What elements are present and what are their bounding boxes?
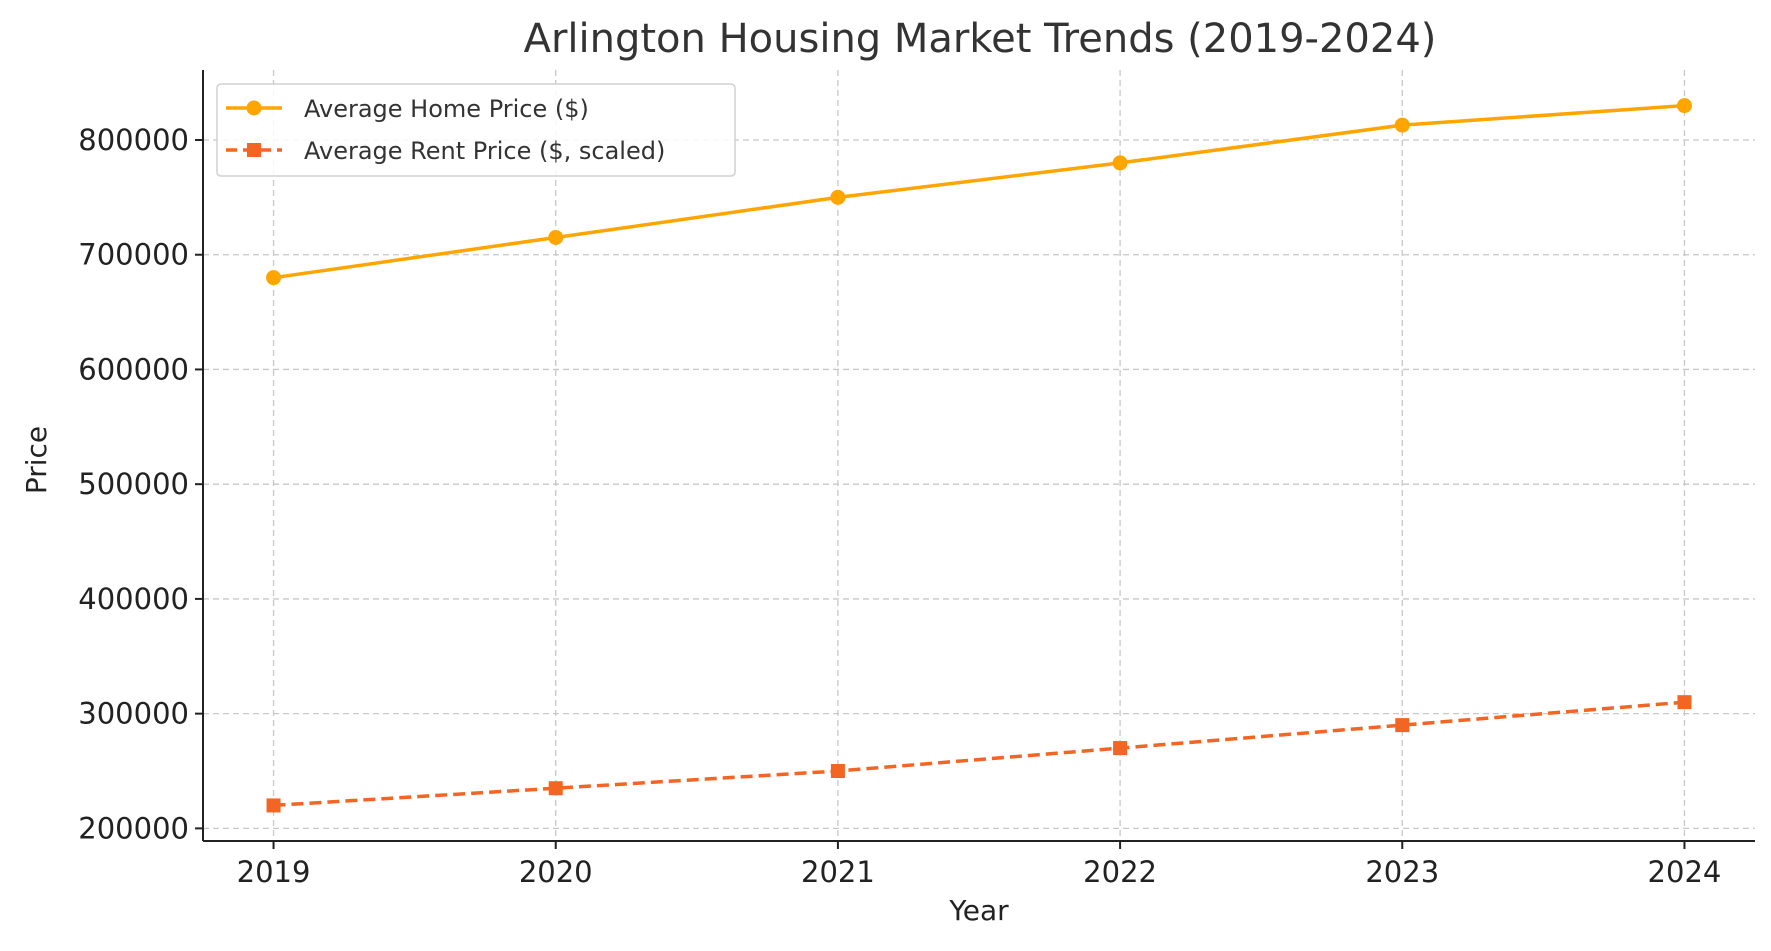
legend-home-label: Average Home Price ($) bbox=[304, 95, 589, 123]
data-point bbox=[548, 230, 564, 246]
data-point bbox=[1112, 155, 1128, 171]
y-tick-label: 700000 bbox=[78, 238, 189, 272]
data-point bbox=[548, 781, 563, 796]
series-line bbox=[273, 103, 1685, 280]
x-tick-label: 2024 bbox=[1648, 855, 1722, 889]
x-tick-label: 2019 bbox=[237, 855, 311, 889]
y-axis-label: Price bbox=[20, 426, 53, 494]
y-tick-label: 800000 bbox=[78, 123, 189, 157]
y-tick-label: 600000 bbox=[78, 352, 189, 386]
data-point bbox=[830, 764, 845, 779]
series-rent-price bbox=[266, 695, 1692, 813]
series-home-price bbox=[266, 98, 1692, 286]
series-line bbox=[273, 700, 1685, 808]
y-axis-ticks: 200000 300000 400000 500000 600000 700000 8000… bbox=[78, 123, 203, 845]
x-axis-label: Year bbox=[948, 894, 1009, 927]
legend: Average Home Price ($) Average Rent Pric… bbox=[216, 83, 736, 177]
x-tick-label: 2020 bbox=[519, 855, 593, 889]
data-point bbox=[1395, 718, 1410, 733]
x-tick-label: 2022 bbox=[1083, 855, 1157, 889]
legend-item-home-price: Average Home Price ($) bbox=[226, 95, 589, 123]
x-tick-label: 2021 bbox=[801, 855, 875, 889]
data-point bbox=[1113, 741, 1128, 756]
data-point bbox=[1676, 98, 1692, 114]
legend-rent-label: Average Rent Price ($, scaled) bbox=[304, 137, 665, 165]
legend-box bbox=[216, 83, 736, 177]
legend-item-rent-price: Average Rent Price ($, scaled) bbox=[226, 137, 665, 165]
grid bbox=[203, 70, 1755, 841]
y-tick-label: 300000 bbox=[78, 697, 189, 731]
axes bbox=[202, 70, 1755, 842]
legend-rent-marker-icon bbox=[247, 143, 261, 157]
legend-home-marker-icon bbox=[246, 100, 262, 116]
series bbox=[266, 98, 1692, 813]
data-point bbox=[830, 189, 846, 205]
data-point bbox=[266, 798, 281, 813]
chart-title: Arlington Housing Market Trends (2019-20… bbox=[524, 16, 1437, 62]
y-tick-label: 200000 bbox=[78, 811, 189, 845]
data-point bbox=[1394, 117, 1410, 133]
x-tick-label: 2023 bbox=[1365, 855, 1439, 889]
y-tick-label: 500000 bbox=[78, 467, 189, 501]
y-tick-label: 400000 bbox=[78, 582, 189, 616]
data-point bbox=[266, 270, 282, 286]
data-point bbox=[1677, 695, 1692, 710]
x-axis-ticks: 2019 2020 2021 2022 2023 2024 bbox=[237, 841, 1722, 889]
